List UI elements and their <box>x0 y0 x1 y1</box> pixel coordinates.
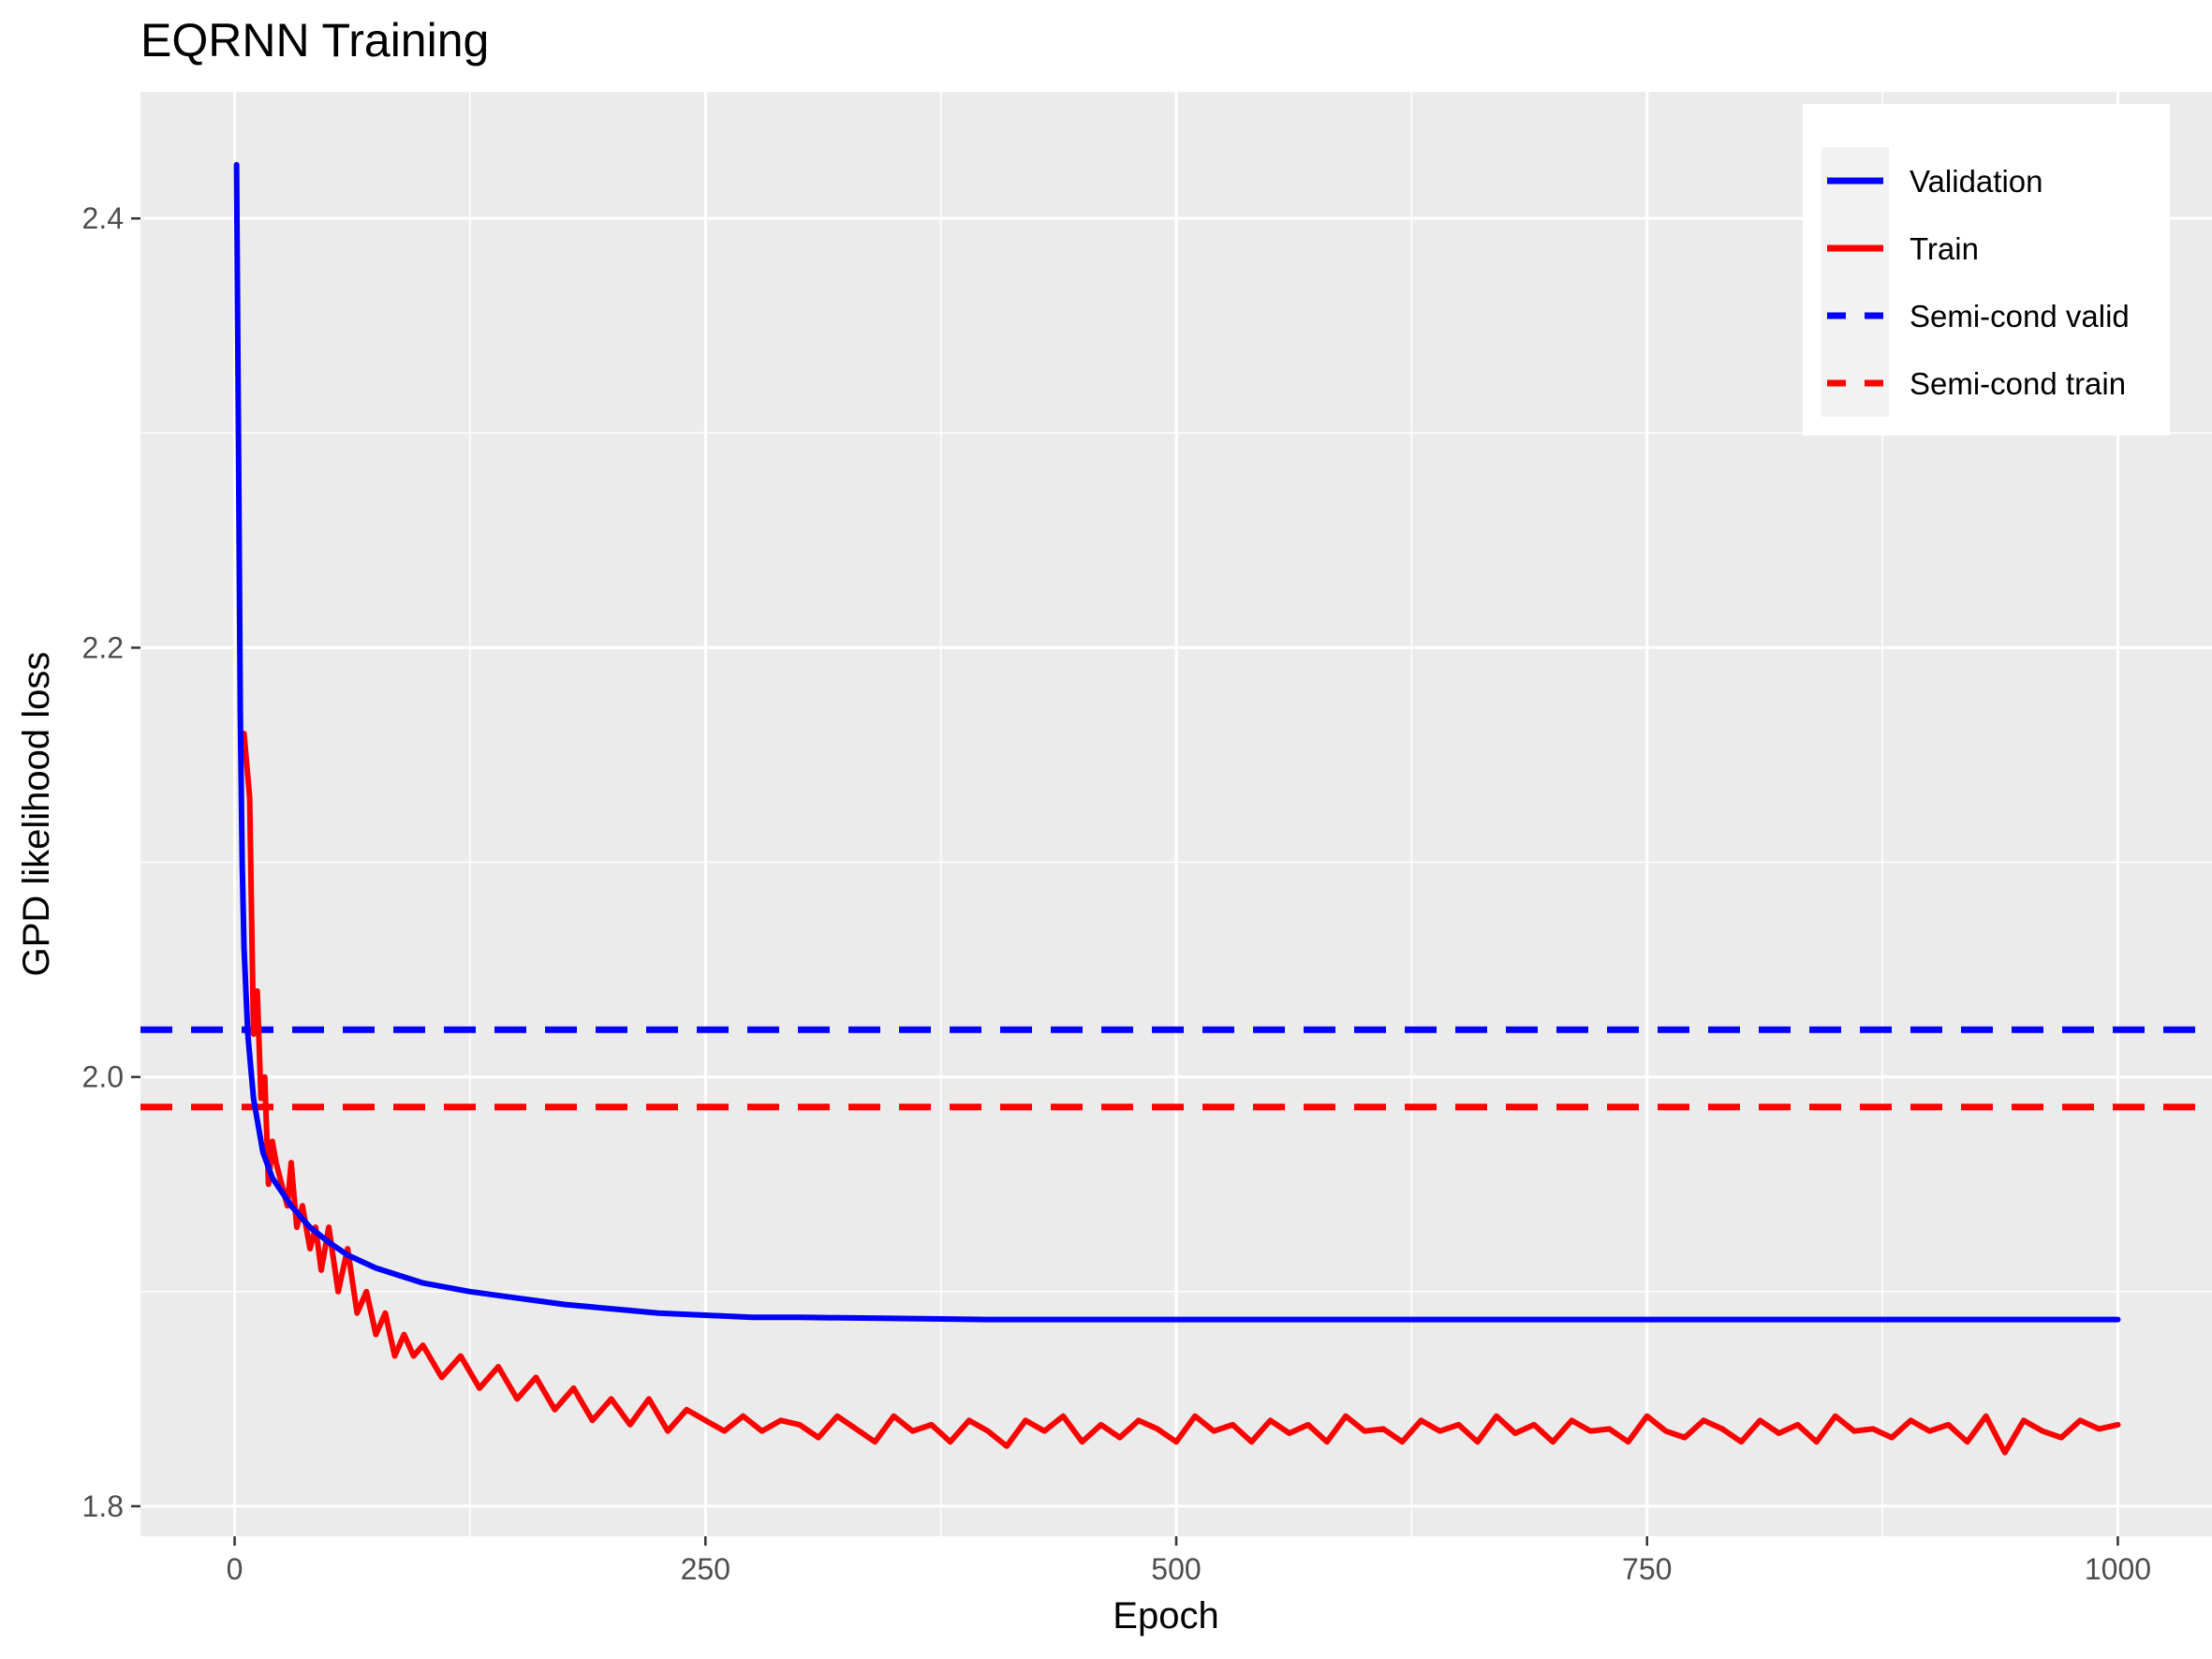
x-tick-label: 0 <box>227 1552 243 1586</box>
legend-label: Validation <box>1910 164 2043 199</box>
series-line-train <box>241 731 2121 1456</box>
reference-lines <box>140 1026 2212 1111</box>
legend-label: Semi-cond valid <box>1910 299 2130 333</box>
x-tick-label: 250 <box>681 1552 730 1586</box>
series-line-validation <box>233 161 2121 1323</box>
axes: 0 250 500 750 1000 1.8 2.0 2.2 2.4 <box>82 201 2152 1586</box>
y-tick-label: 2.0 <box>82 1060 124 1094</box>
x-axis-title: Epoch <box>1113 1595 1218 1637</box>
x-tick-label: 500 <box>1151 1552 1201 1586</box>
y-axis-title: GPD likelihood loss <box>16 652 57 977</box>
grid-lines <box>140 92 2212 1536</box>
y-tick-label: 2.2 <box>82 630 124 664</box>
legend-label: Train <box>1910 231 1979 266</box>
series-lines <box>233 161 2121 1456</box>
y-tick-label: 1.8 <box>82 1489 124 1523</box>
y-tick-label: 2.4 <box>82 201 124 235</box>
chart-title: EQRNN Training <box>140 14 489 67</box>
x-tick-label: 750 <box>1622 1552 1672 1586</box>
legend-label: Semi-cond train <box>1910 366 2126 401</box>
legend: Validation Train Semi-cond valid Semi-cond … <box>1803 104 2170 436</box>
x-tick-label: 1000 <box>2085 1552 2151 1586</box>
